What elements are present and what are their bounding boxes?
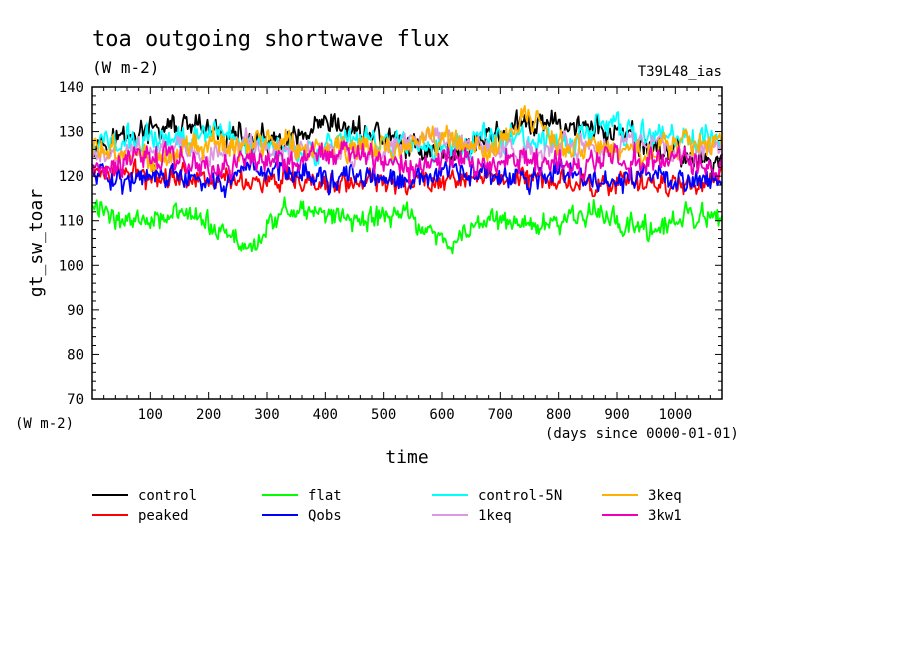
y-tick-label: 70 bbox=[67, 392, 84, 408]
series-line-peaked bbox=[91, 158, 723, 198]
x-tick-label: 600 bbox=[429, 407, 454, 423]
legend-label-control: control bbox=[138, 488, 197, 504]
run-label: T39L48_ias bbox=[638, 64, 722, 80]
legend-label-3keq: 3keq bbox=[648, 488, 682, 504]
legend: control flat control-5N 3keq peaked Qobs 1keq 3… bbox=[92, 488, 682, 524]
x-tick-label: 100 bbox=[138, 407, 163, 423]
x-tick-label: 1000 bbox=[658, 407, 692, 423]
y-tick-label: 140 bbox=[59, 80, 84, 96]
x-tick-label: 400 bbox=[313, 407, 338, 423]
series-line-flat bbox=[91, 196, 723, 255]
legend-label-peaked: peaked bbox=[138, 508, 189, 524]
y-tick-label: 90 bbox=[67, 303, 84, 319]
x-tick-label: 800 bbox=[546, 407, 571, 423]
x-tick-label: 700 bbox=[488, 407, 513, 423]
x-tick-label: 200 bbox=[196, 407, 221, 423]
x-tick-label: 300 bbox=[254, 407, 279, 423]
tick-layer: 100 200 300 400 500 600 700 800 900 1000 70 80 90 100… bbox=[59, 80, 722, 423]
x-axis-label: time bbox=[385, 447, 428, 468]
y-tick-label: 80 bbox=[67, 347, 84, 363]
x-tick-label: 500 bbox=[371, 407, 396, 423]
chart-subtitle: (W m-2) bbox=[92, 58, 159, 77]
series-line-control-5n bbox=[91, 111, 723, 167]
y-tick-label: 100 bbox=[59, 258, 84, 274]
chart-title: toa outgoing shortwave flux bbox=[92, 27, 450, 52]
y-tick-label: 110 bbox=[59, 214, 84, 230]
legend-label-qobs: Qobs bbox=[308, 508, 342, 524]
series-line-qobs bbox=[91, 158, 723, 199]
legend-label-control-5n: control-5N bbox=[478, 488, 562, 504]
y-tick-label: 130 bbox=[59, 125, 84, 141]
series-layer bbox=[91, 105, 723, 255]
x-axis-units: (days since 0000-01-01) bbox=[545, 426, 739, 442]
y-tick-label: 120 bbox=[59, 169, 84, 185]
legend-label-1keq: 1keq bbox=[478, 508, 512, 524]
x-tick-label: 900 bbox=[604, 407, 629, 423]
y-axis-units: (W m-2) bbox=[15, 416, 74, 432]
legend-label-flat: flat bbox=[308, 488, 342, 504]
y-axis-label: gt_sw_toar bbox=[26, 189, 47, 298]
series-line-3kw1 bbox=[91, 140, 723, 186]
legend-label-3kw1: 3kw1 bbox=[648, 508, 682, 524]
